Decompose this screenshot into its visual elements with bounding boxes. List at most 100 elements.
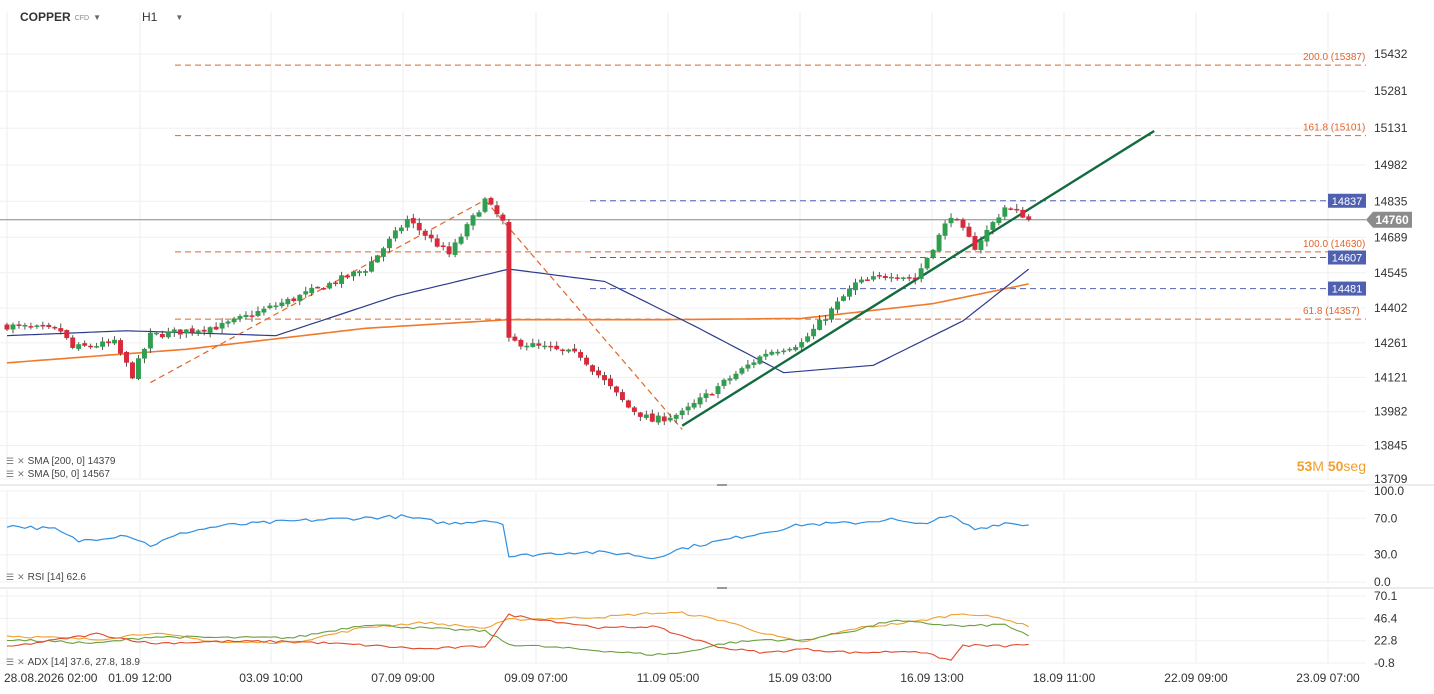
candle-body xyxy=(888,276,894,279)
candle-body xyxy=(584,357,590,365)
candle-up xyxy=(327,281,333,290)
candle-body xyxy=(847,288,852,297)
settings-icon[interactable]: ☰ xyxy=(6,456,15,466)
fib-level-label: 200.0 (15387) xyxy=(1303,52,1365,63)
candle-body xyxy=(303,291,309,295)
candle-body xyxy=(219,322,225,329)
indicator-rsi-label: RSI [14] 62.6 xyxy=(27,572,86,583)
close-icon[interactable]: ✕ xyxy=(17,657,25,667)
candle-up xyxy=(136,355,141,381)
rsi-tick-label: 0.0 xyxy=(1374,575,1391,589)
candle-body xyxy=(112,339,117,344)
indicator-adx[interactable]: ☰ ✕ ADX [14] 37.6, 27.8, 18.9 xyxy=(6,657,140,668)
candle-up xyxy=(183,328,189,338)
chevron-down-icon[interactable]: ▼ xyxy=(93,12,101,22)
candle-body xyxy=(751,362,757,365)
candle-body xyxy=(524,345,530,348)
candle-down xyxy=(554,341,560,351)
candle-body xyxy=(530,343,536,347)
close-icon[interactable]: ✕ xyxy=(17,469,25,479)
candle-up xyxy=(273,302,279,310)
candle-body xyxy=(578,352,584,358)
candle-down xyxy=(201,326,207,336)
chevron-down-icon[interactable]: ▼ xyxy=(175,12,184,22)
candle-down xyxy=(159,330,165,339)
candle-up xyxy=(1002,204,1008,220)
indicator-sma50[interactable]: ☰ ✕ SMA [50, 0] 14567 xyxy=(6,469,110,480)
candle-body xyxy=(16,324,22,326)
candle-up xyxy=(482,197,488,214)
candle-up xyxy=(769,349,775,356)
candle-body xyxy=(876,275,882,277)
close-icon[interactable]: ✕ xyxy=(17,456,25,466)
candle-body xyxy=(243,314,249,318)
candle-body xyxy=(40,324,46,327)
candle-body xyxy=(452,242,458,255)
candle-up xyxy=(679,407,685,420)
candle-down xyxy=(912,273,918,285)
settings-icon[interactable]: ☰ xyxy=(6,572,15,582)
candle-body xyxy=(207,327,213,333)
candle-down xyxy=(118,338,123,356)
rsi-tick-label: 100.0 xyxy=(1374,484,1404,498)
fib-level-label: 61.8 (14357) xyxy=(1303,306,1360,317)
candle-body xyxy=(882,276,888,279)
candle-body xyxy=(458,236,464,244)
candle-down xyxy=(876,272,882,280)
annotations xyxy=(150,129,1155,430)
candle-body xyxy=(130,362,135,379)
panel-resize-handle[interactable] xyxy=(717,484,727,486)
candle-up xyxy=(984,225,990,247)
x-tick-label: 16.09 13:00 xyxy=(900,671,964,685)
candle-body xyxy=(619,392,625,400)
candle-down xyxy=(894,274,900,281)
candle-down xyxy=(608,374,613,390)
candle-up xyxy=(225,319,231,328)
candle-body xyxy=(94,346,100,348)
rsi-tick-label: 70.0 xyxy=(1374,511,1398,525)
timeframe-selector[interactable]: H1 ▼ xyxy=(142,10,183,24)
candle-body xyxy=(667,417,673,421)
candle-body xyxy=(141,348,147,359)
candle-down xyxy=(972,232,978,251)
candle-body xyxy=(978,240,984,251)
candle-up xyxy=(805,332,811,343)
candle-up xyxy=(781,348,787,355)
candle-body xyxy=(1026,216,1032,221)
settings-icon[interactable]: ☰ xyxy=(6,657,15,667)
candle-up xyxy=(811,324,817,340)
candle-body xyxy=(685,406,691,411)
candle-body xyxy=(894,277,900,279)
countdown-sec-unit: seg xyxy=(1343,458,1366,474)
candle-body xyxy=(858,279,864,283)
candle-down xyxy=(58,323,64,335)
candle-up xyxy=(10,322,16,334)
adx-tick-label: 70.1 xyxy=(1374,589,1398,603)
candle-down xyxy=(4,322,10,331)
x-tick-label: 23.09 07:00 xyxy=(1296,671,1360,685)
panel-resize-handle[interactable] xyxy=(717,587,727,589)
indicator-sma200[interactable]: ☰ ✕ SMA [200, 0] 14379 xyxy=(6,456,115,467)
candle-body xyxy=(189,328,195,333)
candle-body xyxy=(799,342,805,348)
candle-body xyxy=(351,271,357,277)
candle-body xyxy=(333,282,339,284)
indicator-rsi[interactable]: ☰ ✕ RSI [14] 62.6 xyxy=(6,572,86,583)
candle-up xyxy=(655,412,661,425)
candle-up xyxy=(990,220,996,235)
candle-up xyxy=(685,402,691,416)
candle-body xyxy=(787,348,793,351)
candle-up xyxy=(793,344,799,352)
candle-up xyxy=(858,276,864,284)
settings-icon[interactable]: ☰ xyxy=(6,469,15,479)
candle-body xyxy=(494,205,500,215)
gridlines xyxy=(0,12,1366,664)
close-icon[interactable]: ✕ xyxy=(17,572,25,582)
symbol-selector[interactable]: COPPER CFD ▼ xyxy=(20,10,101,24)
candle-body xyxy=(500,214,506,221)
price-tag xyxy=(1328,281,1366,296)
adx-tick-label: -0.8 xyxy=(1374,656,1395,670)
candle-body xyxy=(165,331,171,338)
candle-body xyxy=(823,319,829,321)
